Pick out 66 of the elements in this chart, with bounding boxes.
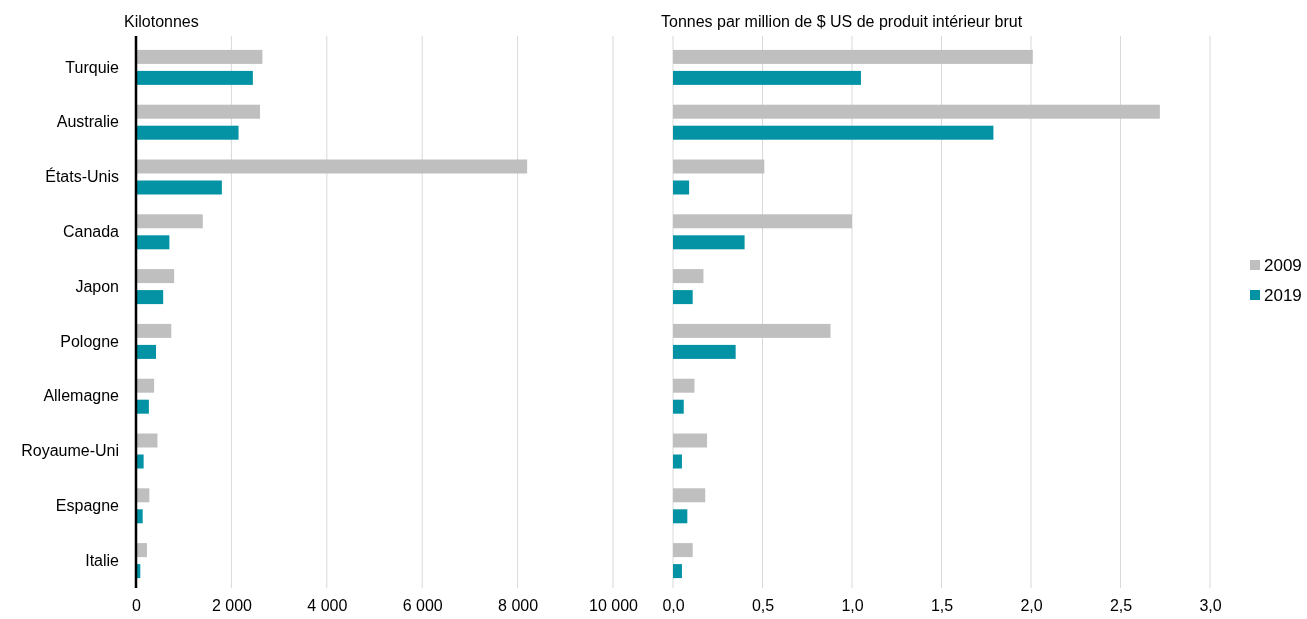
bar — [136, 323, 172, 338]
bar — [673, 488, 706, 503]
bar — [136, 344, 157, 359]
x-tick-label: 4 000 — [307, 597, 348, 615]
bar — [673, 378, 695, 393]
bar — [136, 180, 222, 195]
x-tick-label: 1,5 — [930, 597, 954, 615]
bar — [136, 125, 239, 140]
y-tick-label: Espagne — [55, 496, 120, 514]
bar — [673, 509, 688, 524]
bar — [136, 49, 263, 64]
bar — [673, 399, 684, 414]
chart-title: Tonnes par million de $ US de produit intérieur brut — [661, 13, 1023, 30]
bar — [673, 433, 708, 448]
x-tick-label: 0 — [132, 597, 142, 615]
bar — [136, 399, 149, 414]
bar — [673, 214, 852, 229]
bar — [136, 70, 253, 85]
bar — [673, 454, 682, 469]
bar — [673, 125, 994, 140]
bar — [136, 159, 528, 174]
legend-label: 2009 — [1264, 256, 1302, 275]
bar — [673, 543, 693, 558]
bar — [673, 104, 1160, 119]
bar — [673, 323, 831, 338]
x-tick-label: 10 000 — [589, 597, 639, 615]
bar — [136, 378, 155, 393]
bar — [136, 433, 158, 448]
bar — [136, 454, 144, 469]
y-tick-label: Royaume-Uni — [21, 442, 119, 460]
bar — [136, 509, 143, 524]
bar — [136, 269, 175, 284]
bar — [136, 488, 150, 503]
bar — [673, 290, 693, 305]
x-tick-label: 8 000 — [498, 597, 539, 615]
y-tick-label: Pologne — [60, 332, 120, 350]
bar — [673, 159, 765, 174]
y-tick-label: Japon — [75, 277, 119, 295]
bar — [136, 290, 164, 305]
y-tick-label: Italie — [85, 551, 120, 569]
bar — [136, 214, 203, 229]
legend-label: 2019 — [1264, 286, 1302, 305]
chart-title: Kilotonnes — [124, 13, 199, 30]
x-tick-label: 3,0 — [1199, 597, 1222, 615]
y-tick-label: Turquie — [65, 58, 120, 76]
bar — [673, 70, 861, 85]
bar — [673, 235, 745, 250]
bar — [673, 49, 1033, 64]
y-tick-label: États-Unis — [45, 167, 119, 186]
bar — [673, 344, 736, 359]
y-tick-label: Australie — [56, 113, 120, 131]
bar — [673, 564, 682, 579]
y-tick-label: Canada — [62, 222, 120, 240]
x-tick-label: 1,0 — [841, 597, 864, 615]
x-tick-label: 2,0 — [1020, 597, 1043, 615]
bar — [673, 269, 704, 284]
x-tick-label: 0,5 — [751, 597, 775, 615]
bar — [136, 543, 147, 558]
x-tick-label: 2 000 — [211, 597, 253, 615]
bar — [136, 104, 261, 119]
bar — [673, 180, 690, 195]
x-tick-label: 0,0 — [662, 597, 685, 615]
y-tick-label: Allemagne — [43, 387, 120, 405]
bar — [136, 235, 170, 250]
x-tick-label: 6 000 — [402, 597, 443, 615]
x-tick-label: 2,5 — [1109, 597, 1133, 615]
